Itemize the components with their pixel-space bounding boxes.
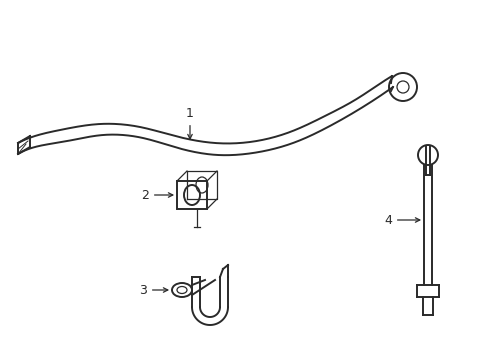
Text: 4: 4 <box>384 213 419 226</box>
Bar <box>177 181 206 209</box>
Text: 3: 3 <box>139 284 167 297</box>
Text: 1: 1 <box>185 107 194 139</box>
Text: 2: 2 <box>141 189 172 202</box>
